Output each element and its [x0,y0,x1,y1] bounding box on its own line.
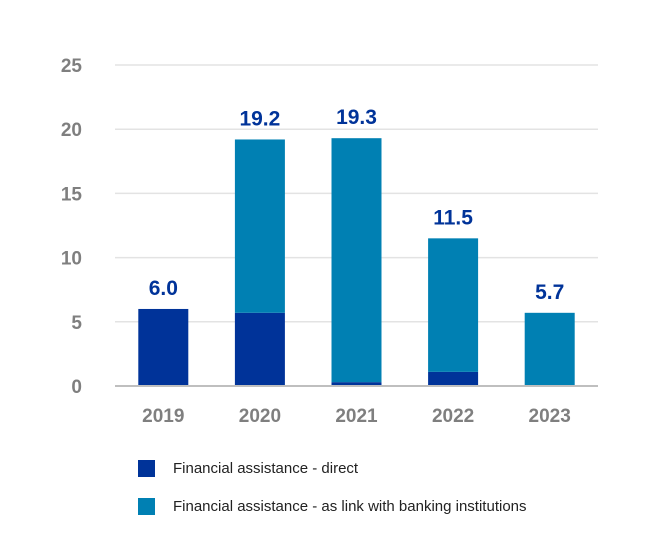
y-tick-label: 5 [71,313,82,334]
y-tick-label: 25 [61,56,83,77]
x-tick-label: 2020 [239,406,281,427]
bar-segment-direct [428,371,479,386]
legend-label-banking: Financial assistance - as link with bank… [173,498,527,515]
y-tick-label: 20 [61,120,82,141]
bar-segment-direct [331,382,382,386]
total-data-label: 6.0 [149,277,178,300]
bar-segment-direct [138,308,189,386]
x-tick-label: 2021 [335,406,378,427]
y-tick-label: 10 [61,249,82,270]
total-data-label: 5.7 [535,281,564,304]
total-data-label: 11.5 [433,206,473,229]
legend-swatch-banking [138,498,155,515]
legend-item-direct: Financial assistance - direct [138,460,358,477]
bar-segment-banking [428,238,479,372]
bar-segment-banking [234,139,285,313]
x-tick-label: 2019 [142,406,184,427]
bar-segment-banking [524,312,575,386]
legend-label-direct: Financial assistance - direct [173,460,359,477]
legend-item-banking: Financial assistance - as link with bank… [138,498,527,515]
y-tick-label: 0 [71,377,82,398]
legend-swatch-direct [138,460,155,477]
total-data-label: 19.2 [239,107,280,130]
total-data-label: 19.3 [336,106,377,129]
bar-segment-direct [234,312,285,386]
x-tick-label: 2023 [529,406,571,427]
x-tick-label: 2022 [432,406,474,427]
y-tick-label: 15 [61,184,83,205]
bar-segment-banking [331,138,382,383]
